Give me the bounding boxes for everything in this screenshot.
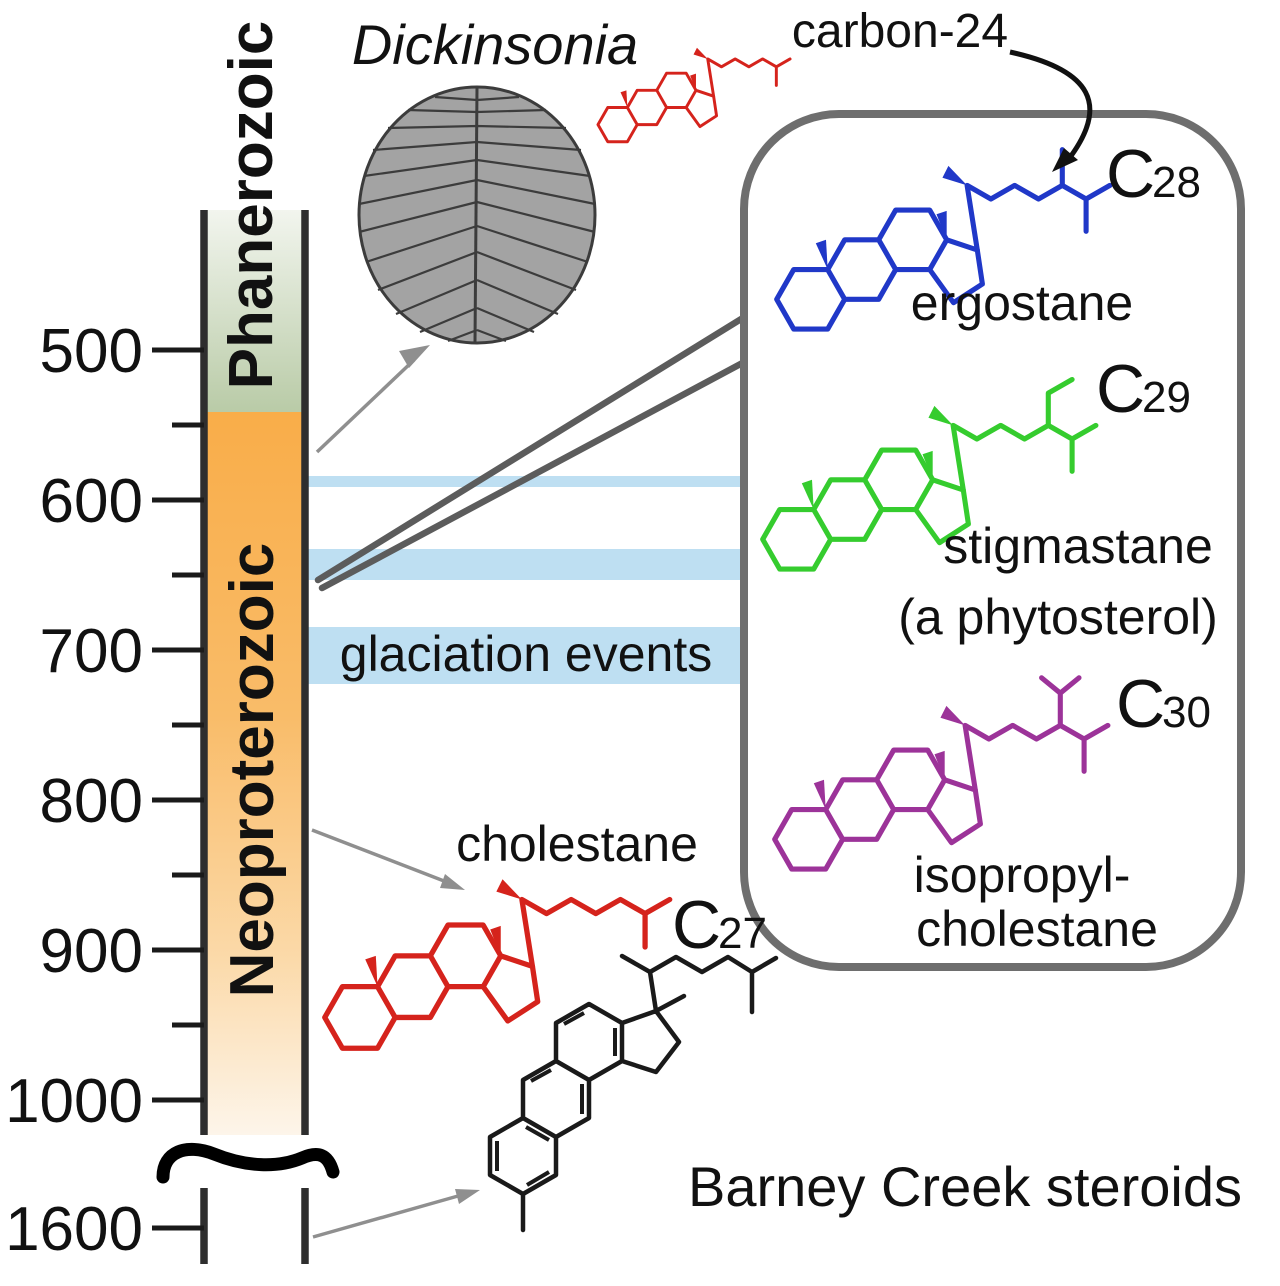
molecule-stigmastane [763, 376, 1096, 570]
carbon24-arrowhead [1052, 148, 1078, 172]
axis-minor-ticks [172, 422, 204, 1028]
tick-label-1000: 1000 [5, 1067, 143, 1136]
formula-c27-sub: 27 [718, 909, 767, 958]
barney-side-chain [520, 953, 779, 1233]
label-ergostane: ergostane [911, 275, 1133, 331]
axis-tick-800: 800 [40, 767, 204, 836]
axis-tick-1600: 1600 [5, 1195, 204, 1264]
formula-c28-sub: 28 [1152, 158, 1201, 207]
pointer-arrows [311, 345, 480, 1239]
molecule-labels: C 28 ergostane C 29 stigmastane (a phyto… [456, 136, 1242, 1218]
barney-rings [487, 1001, 682, 1197]
axis-tick-600: 600 [40, 467, 204, 536]
carbon24-annotation: carbon-24 [792, 5, 1093, 172]
tick-label-700: 700 [40, 617, 143, 686]
carbon24-label: carbon-24 [792, 5, 1008, 58]
tick-label-600: 600 [40, 467, 143, 536]
timeline-column: Phanerozoic Neoproterozoic [156, 21, 340, 1264]
axis-tick-500: 500 [40, 317, 204, 386]
fossil-spine [473, 87, 479, 343]
c24-isopropyl-bond [1039, 675, 1082, 728]
formula-c28: C [1106, 136, 1155, 212]
era-label-neoproterozoic: Neoproterozoic [218, 543, 287, 998]
axis-tick-1000: 1000 [5, 1067, 204, 1136]
axis-break-squiggle [156, 1143, 340, 1184]
arrowhead [455, 1189, 480, 1204]
column-side-lines [200, 210, 309, 1135]
tick-label-800: 800 [40, 767, 143, 836]
barney-double-bonds [495, 1011, 617, 1187]
fossil-segments [358, 95, 596, 343]
dickinsonia-label: Dickinsonia [352, 13, 638, 76]
c24-ethyl-bond [1045, 376, 1075, 428]
tick-label-900: 900 [40, 917, 143, 986]
formula-c27: C [672, 887, 721, 963]
wedge-line-lower [318, 356, 752, 592]
neoproterozoic-fill [207, 412, 302, 1135]
glaciation-band-2 [308, 549, 745, 580]
arrowhead [399, 345, 430, 368]
time-axis: 500 600 700 800 900 1000 1600 [5, 317, 204, 1264]
label-barney-creek: Barney Creek steroids [688, 1155, 1242, 1218]
molecule-isopropylcholestane [775, 675, 1108, 869]
label-isopropyl-cholestane: cholestane [916, 901, 1158, 957]
zoom-wedge [314, 312, 752, 592]
tick-label-500: 500 [40, 317, 143, 386]
label-isopropyl: isopropyl- [914, 847, 1131, 903]
label-phytosterol: (a phytosterol) [898, 589, 1218, 645]
molecule-barney-creek [487, 953, 779, 1233]
arrowhead [440, 874, 465, 890]
arrow-to-dickinsonia [315, 345, 430, 454]
tick-label-1600: 1600 [5, 1195, 143, 1264]
label-cholestane: cholestane [456, 816, 698, 872]
wedge-line-upper [314, 312, 750, 584]
formula-c30: C [1116, 666, 1165, 742]
era-label-phanerozoic: Phanerozoic [217, 21, 286, 390]
formula-c29: C [1096, 351, 1145, 427]
formula-c30-sub: 30 [1162, 688, 1211, 737]
arrow-to-cholestane [311, 828, 465, 890]
arrow-to-barney-creek [312, 1189, 480, 1239]
axis-tick-700: 700 [40, 617, 204, 686]
callout-box [740, 110, 1245, 971]
axis-tick-900: 900 [40, 917, 204, 986]
glaciation-events-label: glaciation events [340, 626, 712, 682]
carbon24-curved-arrow [1009, 49, 1093, 162]
phanerozoic-fill [207, 210, 302, 412]
dickinsonia-fossil [357, 85, 597, 345]
glaciation-band-3 [308, 627, 747, 684]
label-stigmastane: stigmastane [943, 518, 1213, 574]
column-break-stubs [200, 1188, 309, 1264]
formula-c29-sub: 29 [1142, 373, 1191, 422]
